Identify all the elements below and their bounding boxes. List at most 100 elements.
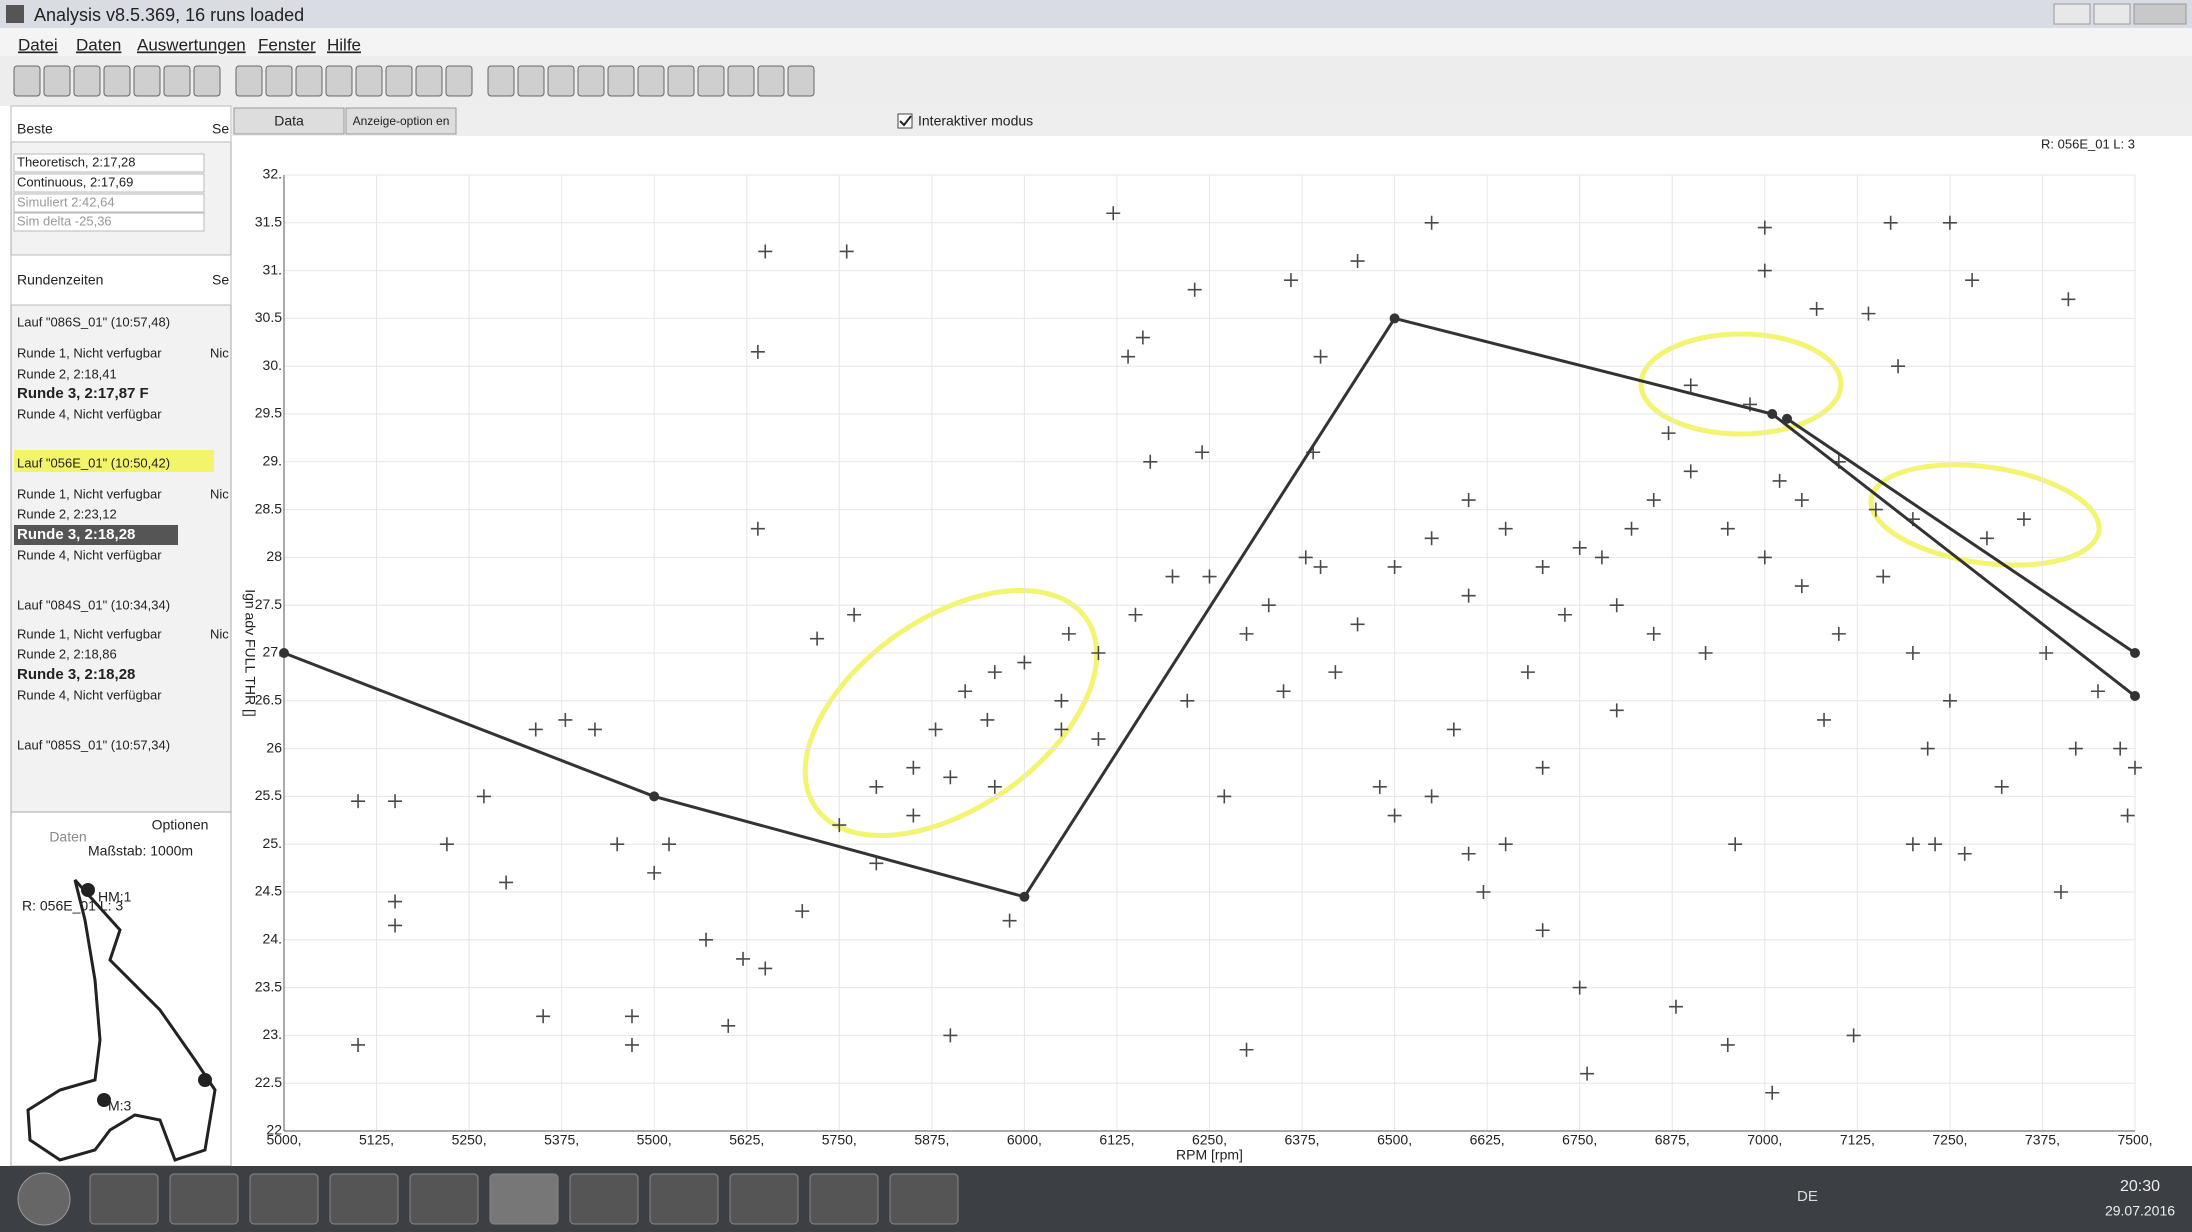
taskbar-app[interactable] [89,1173,159,1225]
taskbar-app[interactable] [249,1173,319,1225]
x-tick-label: 6875, [1655,1132,1690,1148]
point [351,1037,366,1052]
toolbar-icon[interactable] [73,65,101,97]
toolbar-icon[interactable] [757,65,785,97]
toolbar-icon[interactable] [235,65,263,97]
toolbar-icon[interactable] [487,65,515,97]
column-header: Se [212,121,229,137]
taskbar-app[interactable] [649,1173,719,1225]
toolbar-icon[interactable] [607,65,635,97]
point [1720,521,1735,536]
point [2090,684,2105,699]
checkbox[interactable] [897,113,913,129]
laps-header [10,254,232,306]
chart-area [232,106,2192,1166]
language: DE [1797,1188,1818,1205]
point [758,244,773,259]
toolbar-icon[interactable] [43,65,71,97]
toolbar-icon[interactable] [295,65,323,97]
toolbar-icon[interactable] [133,65,161,97]
taskbar-app[interactable] [329,1173,399,1225]
toolbar-icon[interactable] [637,65,665,97]
toolbar-icon[interactable] [355,65,383,97]
point [1557,607,1572,622]
minimize-button[interactable] [2053,3,2091,25]
y-tick-label: 29. [263,453,282,469]
best-row: Theoretisch, 2:17,28 [17,154,136,169]
x-tick-label: 5500, [637,1132,672,1148]
point [1143,454,1158,469]
map-scale: Maßstab: 1000m [88,843,193,859]
point [1609,598,1624,613]
map-run: R: 056E_01 L: 3 [22,898,123,914]
toolbar-icon[interactable] [265,65,293,97]
point [987,779,1002,794]
toolbar-icon[interactable] [445,65,473,97]
tab-label[interactable]: Data [274,113,304,129]
panel-header: Rundenzeiten [17,272,103,288]
point [869,856,884,871]
point [1520,665,1535,680]
point [832,818,847,833]
menu-item[interactable]: Datei [18,35,58,54]
toolbar-icon[interactable] [325,65,353,97]
menu-item[interactable]: Daten [76,35,121,54]
point [1498,837,1513,852]
close-button[interactable] [2133,3,2187,25]
taskbar-app[interactable] [569,1173,639,1225]
point [1476,885,1491,899]
point [847,607,862,622]
x-tick-label: 7375, [2025,1132,2060,1148]
taskbar-app[interactable] [489,1173,559,1225]
toolbar-icon[interactable] [517,65,545,97]
panel-header: Beste [17,121,53,137]
taskbar-app[interactable] [809,1173,879,1225]
point [528,722,543,737]
point [1928,837,1943,852]
point [1772,473,1787,488]
toolbar-icon[interactable] [385,65,413,97]
toolbar-icon[interactable] [13,65,41,97]
lap-row: Lauf "085S_01" (10:57,34) [17,737,170,752]
point [1831,626,1846,641]
taskbar-app[interactable] [169,1173,239,1225]
tab-label[interactable]: Anzeige-option en [353,114,450,128]
tab-label[interactable]: Optionen [152,817,209,833]
point [1054,693,1069,708]
point [1054,722,1069,737]
taskbar-app[interactable] [729,1173,799,1225]
tab[interactable] [233,107,345,135]
lap-row: Runde 3, 2:17,87 F [17,385,149,402]
tab-label[interactable]: Daten [49,829,86,845]
point [795,904,810,919]
point [1757,220,1772,235]
maximize-button[interactable] [2093,3,2131,25]
point [987,665,1002,680]
taskbar-app[interactable] [889,1173,959,1225]
toolbar-icon[interactable] [727,65,755,97]
menu-item[interactable]: Hilfe [327,35,361,54]
point [1091,646,1106,660]
point [1002,913,1017,928]
y-tick-label: 26.5 [255,692,282,708]
menu-item[interactable]: Auswertungen [137,35,246,54]
y-tick-label: 28.5 [255,500,282,516]
toolbar-icon[interactable] [193,65,221,97]
toolbar-icon[interactable] [163,65,191,97]
toolbar-icon[interactable] [415,65,443,97]
toolbar-icon[interactable] [667,65,695,97]
start-button[interactable] [17,1172,71,1226]
toolbar-icon[interactable] [103,65,131,97]
point [624,1009,639,1024]
toolbar-icon[interactable] [697,65,725,97]
taskbar-app[interactable] [409,1173,479,1225]
highlight-circle [1868,462,2102,568]
menu-item[interactable]: Fenster [258,35,316,54]
point [1572,980,1587,995]
toolbar-icon[interactable] [577,65,605,97]
toolbar-icon[interactable] [547,65,575,97]
point [2039,646,2054,660]
toolbar-icon[interactable] [787,65,815,97]
point [943,770,958,785]
tab[interactable] [345,107,457,135]
